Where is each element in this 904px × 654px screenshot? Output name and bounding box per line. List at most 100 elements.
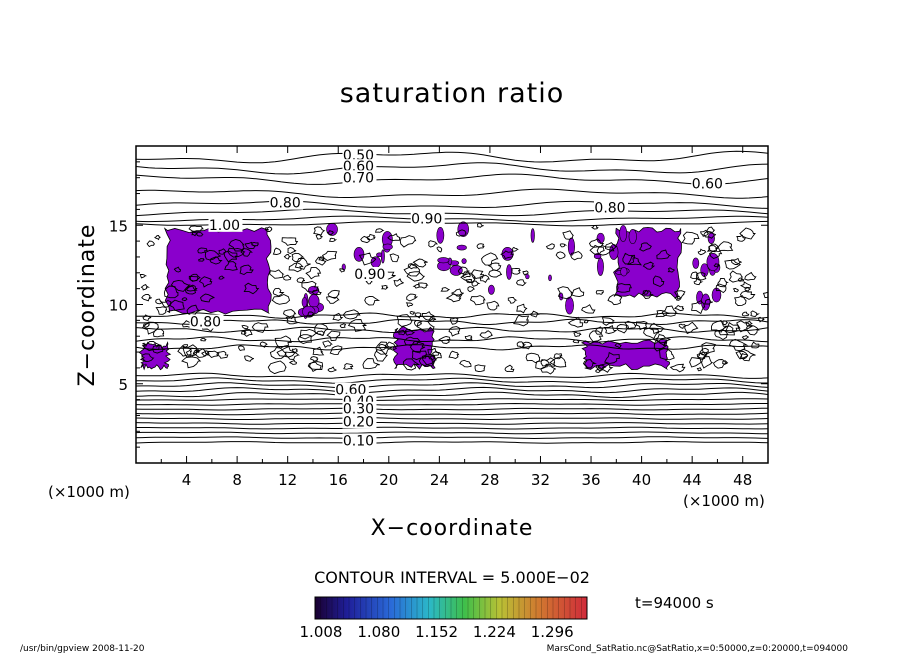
contour-blob (479, 274, 490, 284)
contour-blob (667, 267, 675, 273)
contour-blob (259, 341, 268, 348)
contour-label: 0.80 (270, 196, 301, 212)
contour-blob (588, 330, 604, 342)
contour-blob (449, 317, 459, 325)
contour-blob (155, 306, 168, 315)
contour-line (136, 382, 768, 389)
contour-blob (141, 294, 152, 302)
contour-blob (342, 309, 361, 320)
contour-blob (659, 347, 675, 361)
contour-blob (428, 316, 437, 322)
x-tick-label: 20 (379, 471, 398, 489)
contour-blob (152, 328, 165, 338)
contour-blob (269, 269, 285, 279)
contour-blob (739, 227, 756, 240)
footer-right: MarsCond_SatRatio.nc@SatRatio,x=0:50000,… (547, 644, 849, 654)
colorbar-tick-label: 1.080 (357, 623, 400, 641)
contour-blob (418, 282, 429, 289)
contour-blob (301, 280, 319, 293)
contour-interval-text: CONTOUR INTERVAL = 5.000E−02 (314, 568, 590, 587)
contour-blob (596, 245, 615, 256)
contour-blob (595, 364, 607, 371)
contour-blob (244, 355, 254, 362)
contour-blob (328, 237, 338, 242)
contour-blob (504, 364, 515, 373)
saturated-patch (382, 243, 393, 251)
contour-label-bg (342, 159, 377, 174)
contour-label-bg (269, 195, 304, 210)
contour-blob (316, 330, 326, 337)
contour-blob (216, 350, 229, 359)
contour-blob (739, 281, 752, 289)
contour-field (136, 150, 768, 444)
y-axis-label: Z−coordinate (75, 224, 100, 387)
contour-blob (737, 277, 745, 282)
contour-blob (186, 284, 198, 292)
contour-blob (318, 256, 325, 262)
saturated-patch (525, 273, 530, 280)
contour-label: 0.20 (343, 414, 374, 430)
contour-line (136, 440, 768, 444)
y-tick-label: 10 (109, 297, 128, 315)
colorbar-stripes (320, 597, 582, 619)
contour-line (136, 412, 768, 416)
contour-blob (696, 352, 708, 360)
contour-label-bg (342, 414, 377, 429)
contour-label: 0.70 (343, 170, 374, 186)
contour-blob (714, 328, 729, 341)
contour-blob (570, 250, 583, 261)
contour-blob (140, 284, 150, 291)
contour-blob (416, 320, 435, 332)
contour-blob (734, 295, 747, 306)
contour-blob (522, 270, 529, 276)
contour-blob (588, 238, 605, 248)
contour-blob (557, 286, 574, 300)
contour-blob (274, 335, 292, 349)
contour-blob (155, 298, 163, 305)
contour-blob (184, 285, 198, 295)
contour-blob (406, 293, 419, 302)
contour-blob (604, 351, 620, 364)
contour-blob (713, 263, 720, 268)
contour-blob (160, 299, 172, 308)
contour-blob (614, 342, 623, 349)
contour-blob (736, 320, 754, 333)
contour-blob (465, 279, 472, 284)
contour-blob (513, 314, 530, 327)
contour-blob (511, 267, 521, 275)
contour-blob (358, 252, 377, 266)
contour-blob (200, 337, 207, 342)
x-tick-label: 12 (278, 471, 297, 489)
contour-blob (738, 348, 756, 362)
contour-blob (567, 316, 584, 328)
contour-blob (332, 312, 344, 321)
contour-blob (616, 283, 632, 293)
contour-blob (329, 345, 343, 355)
contour-blob (305, 267, 322, 280)
contour-blob (706, 226, 716, 234)
contour-blob (622, 252, 636, 265)
contour-label-bg (189, 314, 224, 329)
contour-blob (312, 346, 325, 356)
contour-blob (732, 287, 740, 293)
contour-blob (313, 226, 326, 236)
contour-line (136, 391, 768, 399)
contour-blob (656, 249, 672, 260)
footer-left: /usr/bin/gpview 2008-11-20 (20, 644, 145, 654)
contour-blob (195, 231, 204, 237)
contour-blob (553, 353, 563, 360)
contour-blob (696, 272, 707, 281)
contour-blob (559, 243, 568, 248)
contour-blob (287, 247, 297, 255)
contour-blob (206, 350, 220, 359)
contour-blob (309, 356, 319, 362)
contour-blob (642, 289, 650, 295)
x-tick-label: 36 (581, 471, 600, 489)
contour-blob (674, 295, 682, 301)
contour-blob (697, 248, 707, 256)
contour-label-bg (594, 200, 628, 215)
contour-blob (718, 325, 735, 336)
contour-blob (655, 309, 670, 318)
saturated-patch (620, 266, 628, 277)
